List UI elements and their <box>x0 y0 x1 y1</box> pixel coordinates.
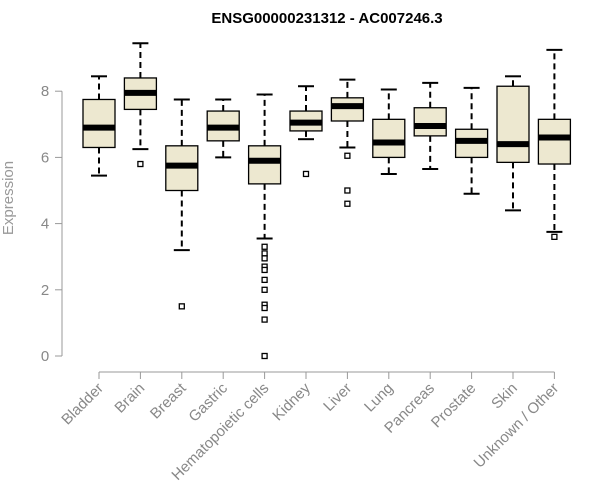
box-skin <box>496 75 530 212</box>
y-axis-label: Expression <box>0 161 17 235</box>
box-brain <box>123 42 158 168</box>
box-gastric <box>206 98 240 159</box>
x-tick-label: Bladder <box>58 380 107 429</box>
box-iqr <box>496 85 530 164</box>
box-iqr <box>537 118 572 165</box>
y-tick-label: 8 <box>41 83 49 100</box>
outlier-point <box>261 250 268 257</box>
box-iqr <box>372 118 406 159</box>
outlier-point <box>178 303 185 310</box>
box-kidney <box>289 85 323 178</box>
outlier-point <box>261 276 268 284</box>
outlier-point <box>302 170 310 178</box>
x-tick-label: Lung <box>361 380 397 416</box>
box-pancreas <box>413 81 447 170</box>
box-lung <box>372 88 406 175</box>
box-unknown-other <box>537 48 572 240</box>
x-tick-label: Kidney <box>269 379 314 424</box>
y-tick-label: 0 <box>41 348 49 365</box>
outlier-point <box>261 243 268 250</box>
outlier-point <box>344 187 351 194</box>
y-tick-label: 6 <box>41 149 49 166</box>
y-tick-label: 2 <box>41 282 49 299</box>
box-bladder <box>82 75 116 177</box>
outlier-point <box>261 352 268 360</box>
outlier-point <box>551 233 558 240</box>
chart-title: ENSG00000231312 - AC007246.3 <box>211 10 442 27</box>
box-iqr <box>413 107 447 137</box>
box-hematopoietic-cells <box>247 93 282 360</box>
x-tick-label: Liver <box>320 380 355 415</box>
x-tick-label: Breast <box>147 379 190 422</box>
box-liver <box>330 78 365 207</box>
box-iqr <box>247 145 282 185</box>
outlier-point <box>261 266 268 274</box>
y-axis: 0 2 4 6 8 <box>41 83 63 365</box>
box-prostate <box>454 86 489 195</box>
outlier-point <box>261 316 268 323</box>
outlier-point <box>344 152 351 159</box>
x-tick-label: Skin <box>488 380 521 413</box>
outlier-point <box>261 304 268 312</box>
outlier-point <box>261 255 268 262</box>
outlier-point <box>344 200 351 207</box>
box-iqr <box>82 98 116 149</box>
x-tick-label: Brain <box>111 380 148 417</box>
x-tick-label: Prostate <box>428 380 480 432</box>
outlier-point <box>261 286 268 293</box>
box-iqr <box>330 97 365 122</box>
y-tick-label: 4 <box>41 216 49 233</box>
box-breast <box>165 98 199 310</box>
box-series <box>82 42 572 360</box>
outlier-point <box>137 160 144 168</box>
